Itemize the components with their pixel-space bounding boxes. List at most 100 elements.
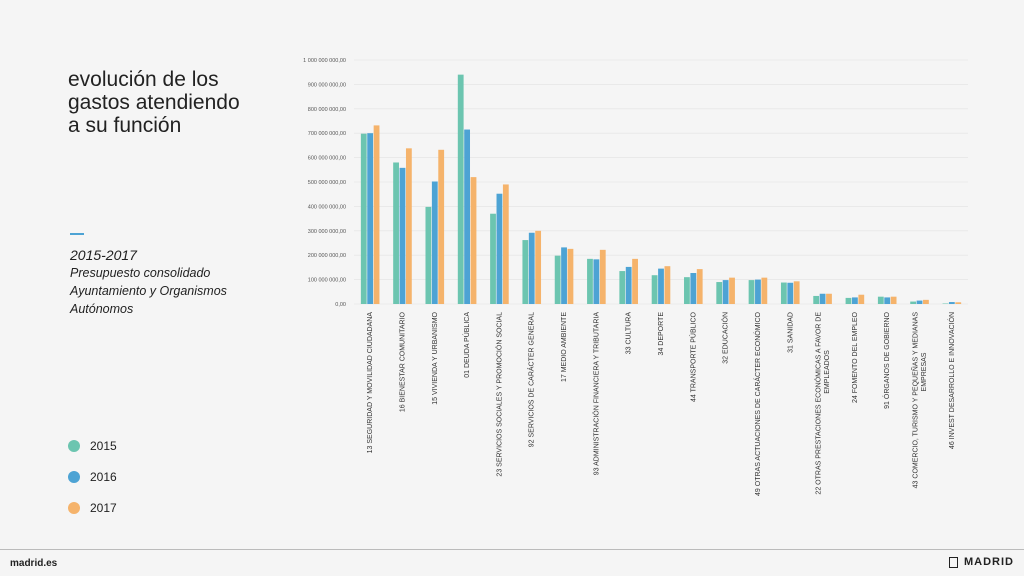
legend-dot-2017: [68, 501, 80, 514]
bar-2017: [535, 230, 542, 304]
footer-divider: [0, 549, 1024, 550]
bar-2017: [761, 277, 768, 304]
x-category-label: 17 MEDIO AMBIENTE: [561, 312, 568, 382]
bar-2015: [813, 295, 820, 304]
legend-item-2017: 2017: [68, 492, 117, 523]
bar-2017: [664, 266, 671, 304]
x-category-label: 23 SERVICIOS SOCIALES Y PROMOCIÓN SOCIAL: [494, 312, 503, 477]
footer-brand: MADRID: [949, 556, 1014, 568]
bar-2015: [684, 277, 690, 304]
legend-dot-2015: [68, 439, 80, 452]
accent-dash: [70, 233, 84, 235]
y-tick-label: 200 000 000,00: [308, 253, 346, 259]
bar-2015: [748, 280, 755, 304]
x-category-label: 93 ADMINISTRACIÓN FINANCIERA Y TRIBUTARI…: [591, 312, 600, 476]
x-category-label: 49 OTRAS ACTUACIONES DE CARÁCTER ECONÓMI…: [753, 311, 762, 496]
legend-label-2015: 2015: [90, 438, 117, 453]
x-category-label: 91 ÓRGANOS DE GOBIERNO: [882, 311, 891, 408]
y-tick-label: 900 000 000,00: [308, 82, 346, 88]
x-category-label: 31 SANIDAD: [787, 312, 794, 353]
bar-2017: [599, 249, 606, 304]
bar-2017: [923, 299, 929, 304]
bar-2015: [716, 282, 723, 304]
bar-2016: [851, 297, 858, 304]
legend-label-2017: 2017: [90, 500, 117, 515]
page-title: evolución de los gastos atendiendo a su …: [68, 68, 240, 137]
x-category-label: 16 BIENESTAR COMUNITARIO: [399, 311, 406, 412]
bar-2017: [858, 294, 865, 304]
bar-2017: [793, 281, 800, 304]
bar-2017: [729, 277, 735, 304]
bar-2015: [845, 297, 852, 304]
y-tick-label: 800 000 000,00: [308, 107, 346, 113]
bar-2015: [587, 258, 593, 304]
x-category-label: 34 DEPORTE: [658, 312, 665, 356]
legend-label-2016: 2016: [90, 469, 117, 484]
legend-item-2016: 2016: [68, 461, 117, 492]
x-category-label: 46 INVEST DESARROLLO E INNOVACIÓN: [947, 312, 956, 449]
x-category-label: 22 OTRAS PRESTACIONES ECONÓMICAS A FAVOR…: [814, 312, 832, 495]
bar-2017: [890, 296, 897, 304]
bar-2016: [528, 232, 535, 304]
bar-2015: [780, 282, 787, 304]
bar-2015: [393, 162, 399, 304]
bar-2017: [955, 302, 962, 304]
bar-2015: [651, 275, 658, 304]
bar-2016: [431, 181, 438, 304]
bar-2016: [916, 300, 923, 304]
x-category-label: 44 TRANSPORTE PÚBLICO: [688, 311, 697, 402]
bar-2015: [457, 74, 464, 304]
bar-2016: [367, 133, 374, 304]
y-tick-label: 100 000 000,00: [308, 278, 346, 284]
bar-2015: [522, 240, 529, 304]
bar-2015: [910, 301, 917, 304]
bar-2017: [696, 269, 703, 304]
bar-2015: [360, 133, 367, 304]
subtitle-line3: Autónomos: [70, 302, 134, 316]
y-tick-label: 600 000 000,00: [308, 156, 346, 162]
bar-2016: [496, 193, 503, 304]
footer-site: madrid.es: [10, 558, 58, 569]
y-tick-label: 300 000 000,00: [308, 229, 346, 235]
bar-2016: [593, 259, 600, 304]
bar-2016: [399, 167, 406, 304]
bar-2017: [438, 149, 445, 304]
bar-2016: [755, 279, 761, 304]
x-category-label: 43 COMERCIO, TURISMO Y PEQUEÑAS Y MEDIAN…: [911, 312, 929, 489]
bar-2015: [877, 296, 884, 304]
bar-2016: [464, 129, 471, 304]
x-category-label: 01 DEUDA PÚBLICA: [462, 312, 471, 378]
legend-item-2015: 2015: [68, 430, 117, 461]
x-category-label: 24 FOMENTO DEL EMPLEO: [852, 311, 859, 403]
bar-2017: [632, 258, 638, 304]
bar-2016: [948, 302, 955, 304]
x-category-label: 32 EDUCACIÓN: [721, 312, 730, 364]
y-tick-label: 400 000 000,00: [308, 204, 346, 210]
x-category-label: 92 SERVICIOS DE CARÁCTER GENERAL: [527, 312, 536, 447]
bar-2016: [690, 273, 697, 304]
madrid-logo-icon: [949, 556, 958, 568]
bar-2017: [502, 184, 509, 304]
subtitle-years: 2015-2017: [70, 247, 137, 263]
bar-2017: [470, 177, 477, 304]
subtitle-line1: Presupuesto consolidado: [70, 266, 211, 280]
bar-2016: [787, 282, 794, 304]
bar-2015: [554, 255, 561, 304]
bar-2015: [619, 271, 626, 304]
bar-2016: [658, 268, 664, 304]
bar-2016: [884, 297, 891, 304]
bar-2017: [405, 148, 412, 304]
x-category-label: 13 SEGURIDAD Y MOVILIDAD CIUDADANA: [367, 312, 374, 454]
bar-2017: [373, 125, 380, 304]
subtitle-line2: Ayuntamiento y Organismos: [70, 284, 227, 298]
x-category-label: 33 CULTURA: [626, 312, 633, 355]
bar-2016: [561, 247, 567, 304]
subtitle-block: 2015-2017 Presupuesto consolidado Ayunta…: [70, 246, 270, 318]
bar-2016: [819, 293, 826, 304]
y-tick-label: 1 000 000 000,00: [303, 58, 346, 64]
bar-2016: [722, 280, 729, 304]
bar-chart: 0,00 100 000 000,00 200 000 000,00 300 000 …: [303, 58, 968, 496]
bar-2016: [625, 266, 632, 304]
legend-dot-2016: [68, 470, 80, 483]
bar-2015: [425, 206, 432, 304]
